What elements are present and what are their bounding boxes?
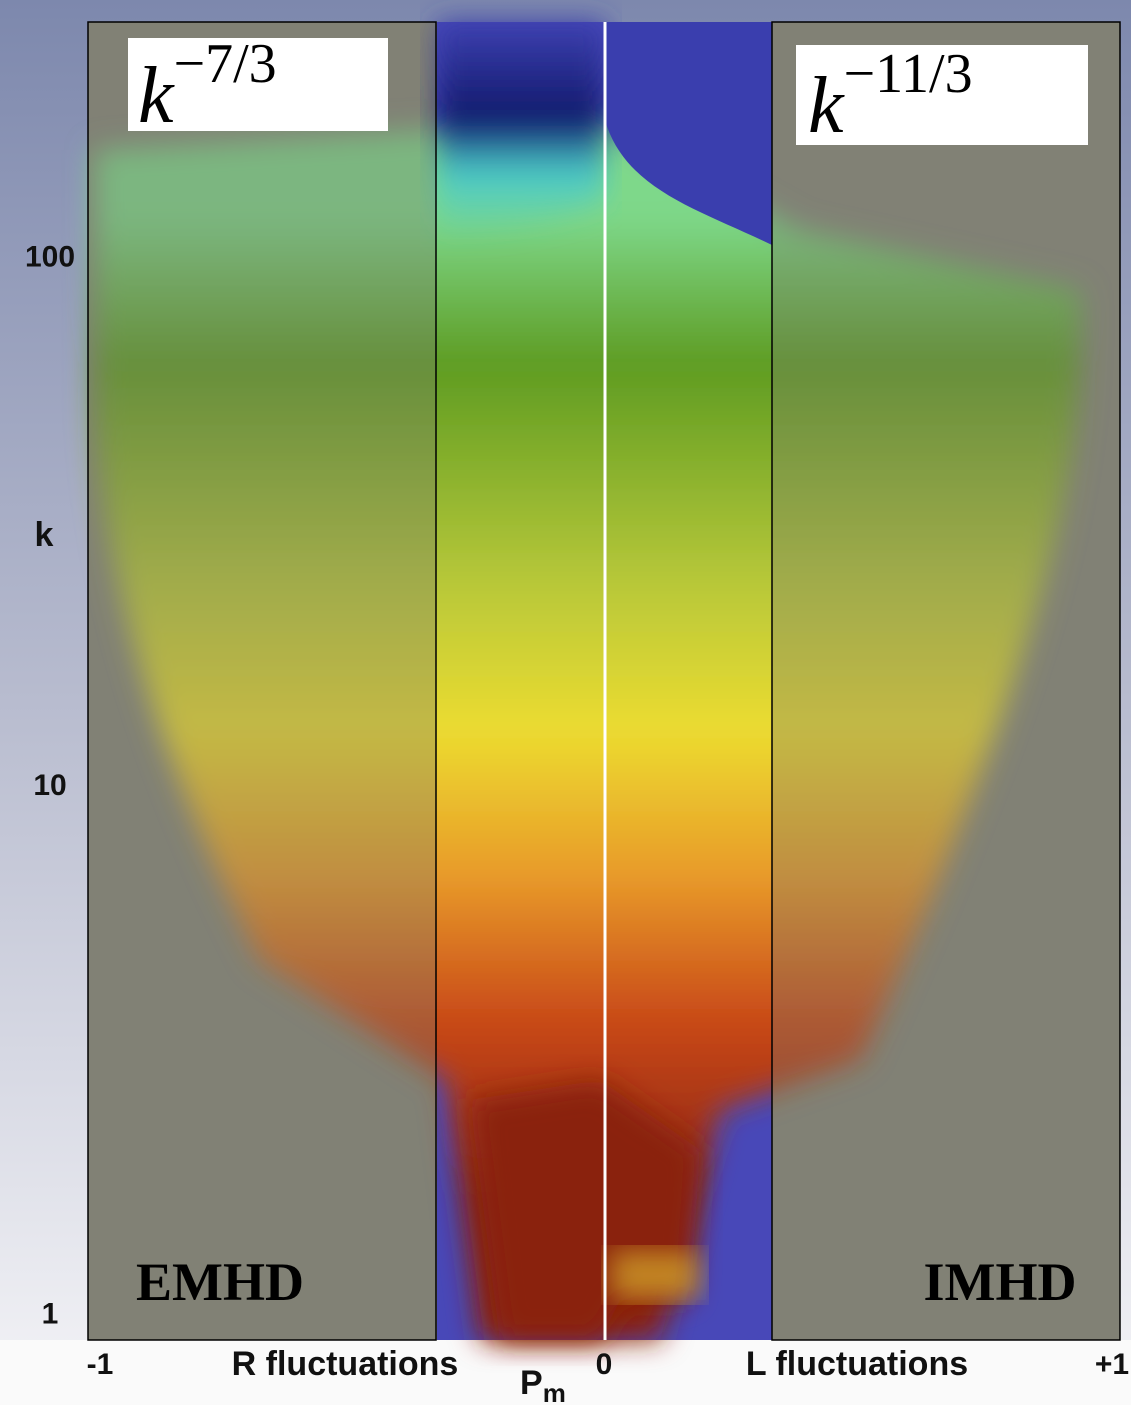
side-label: L fluctuations <box>746 1345 968 1383</box>
x-axis-label-base: P <box>520 1364 543 1402</box>
model-label: IMHD <box>924 1252 1077 1312</box>
x-axis-label-subscript: m <box>543 1378 566 1405</box>
model-label: EMHD <box>136 1252 304 1312</box>
power-base: k <box>138 52 175 140</box>
power-exponent: −7/3 <box>174 33 277 95</box>
y-tick-label: 100 <box>25 240 75 273</box>
side-label: R fluctuations <box>232 1345 459 1383</box>
power-exponent: −11/3 <box>844 43 973 105</box>
x-tick-label: +1 <box>1095 1348 1129 1381</box>
y-tick-label: 10 <box>33 769 66 802</box>
y-tick-label: 1 <box>42 1298 59 1331</box>
y-axis-label: k <box>35 516 54 554</box>
x-tick-label: 0 <box>596 1348 613 1381</box>
page: {"chart_data": { "type": "spectrogram", … <box>0 0 1131 1405</box>
field <box>88 22 1120 1340</box>
chart: 1 10 100 -1 0 +1 k Pm R fluctuations L fluctuatio… <box>0 0 1131 1405</box>
power-base: k <box>808 62 845 150</box>
x-tick-label: -1 <box>87 1348 114 1381</box>
